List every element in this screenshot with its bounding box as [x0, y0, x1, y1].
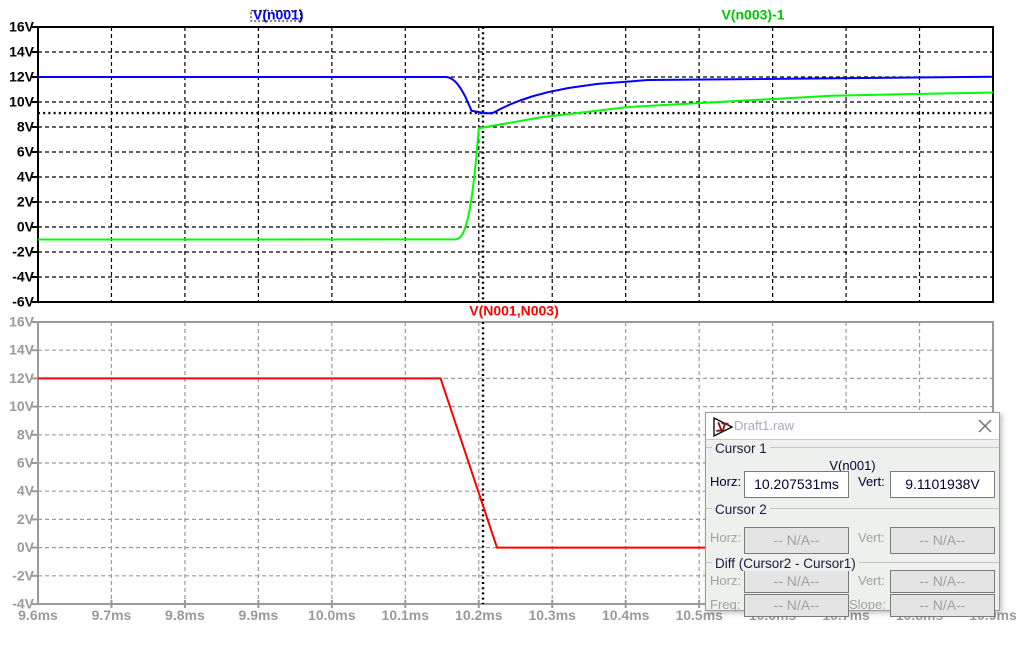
svg-text:14V: 14V — [9, 44, 35, 60]
svg-text:8V: 8V — [17, 426, 35, 442]
svg-text:10.3ms: 10.3ms — [528, 607, 576, 623]
svg-text:16V: 16V — [9, 314, 35, 330]
svg-text:9.7ms: 9.7ms — [92, 607, 132, 623]
svg-text:14V: 14V — [9, 342, 35, 358]
svg-text:4V: 4V — [17, 169, 35, 185]
svg-text:6V: 6V — [17, 144, 35, 160]
svg-text:V(n003)-1: V(n003)-1 — [721, 6, 784, 22]
svg-text:10.4ms: 10.4ms — [602, 607, 650, 623]
svg-text:6V: 6V — [17, 455, 35, 471]
svg-text:10.1ms: 10.1ms — [382, 607, 430, 623]
svg-text:-6V: -6V — [12, 294, 34, 310]
svg-text:9.9ms: 9.9ms — [239, 607, 279, 623]
svg-text:V(N001,N003): V(N001,N003) — [469, 302, 559, 318]
svg-text:10V: 10V — [9, 94, 35, 110]
svg-text:V(n001): V(n001) — [253, 6, 304, 22]
svg-text:10V: 10V — [9, 398, 35, 414]
svg-text:4V: 4V — [17, 483, 35, 499]
svg-text:10.0ms: 10.0ms — [308, 607, 356, 623]
svg-text:9.8ms: 9.8ms — [165, 607, 205, 623]
svg-text:12V: 12V — [9, 69, 35, 85]
svg-text:10.2ms: 10.2ms — [455, 607, 503, 623]
svg-text:-2V: -2V — [12, 567, 34, 583]
svg-text:9.6ms: 9.6ms — [18, 607, 58, 623]
svg-text:2V: 2V — [17, 194, 35, 210]
svg-text:0V: 0V — [17, 539, 35, 555]
svg-text:8V: 8V — [17, 119, 35, 135]
svg-text:16V: 16V — [9, 19, 35, 35]
svg-text:0V: 0V — [17, 219, 35, 235]
svg-text:2V: 2V — [17, 511, 35, 527]
svg-text:-2V: -2V — [12, 244, 34, 260]
svg-text:-4V: -4V — [12, 269, 34, 285]
svg-text:12V: 12V — [9, 370, 35, 386]
